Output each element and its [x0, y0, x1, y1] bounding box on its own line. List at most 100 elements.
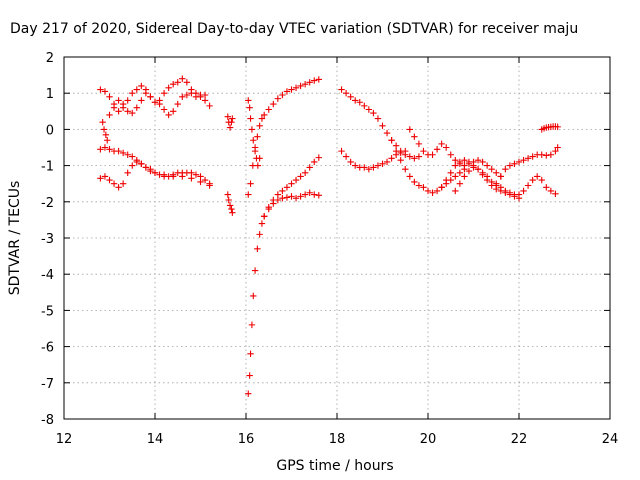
data-point — [301, 169, 309, 177]
data-point — [452, 156, 459, 164]
data-point — [248, 126, 256, 133]
data-point — [115, 108, 122, 115]
data-point — [415, 153, 423, 160]
data-point — [515, 158, 523, 166]
data-point — [188, 90, 195, 97]
data-point — [133, 86, 140, 93]
data-point — [106, 111, 113, 119]
y-tick-label: -8 — [41, 413, 54, 428]
grid-lines — [64, 57, 610, 419]
data-point — [420, 147, 427, 155]
data-point — [452, 173, 459, 180]
data-point — [151, 169, 159, 177]
y-tick-label: -3 — [41, 232, 54, 247]
series-arc-I — [245, 97, 263, 169]
data-point — [224, 191, 231, 198]
data-point — [142, 164, 150, 171]
series-arc-H — [245, 76, 322, 198]
data-point — [129, 153, 136, 160]
y-tick-label: -4 — [41, 268, 54, 283]
data-point — [265, 205, 272, 213]
y-tick-label: 2 — [46, 51, 54, 66]
data-point — [101, 173, 109, 180]
data-point — [165, 84, 172, 91]
data-point — [106, 146, 113, 153]
data-point — [465, 167, 473, 175]
data-point — [392, 142, 400, 149]
y-tick-label: -2 — [41, 196, 54, 211]
data-point — [226, 202, 234, 209]
data-point — [170, 173, 177, 180]
data-point — [311, 191, 318, 198]
data-point — [301, 191, 309, 198]
data-point — [229, 209, 236, 216]
data-point — [406, 173, 413, 180]
data-point — [374, 162, 382, 169]
data-point — [483, 162, 491, 169]
data-point — [274, 191, 282, 198]
data-point — [251, 147, 259, 155]
data-point — [288, 180, 295, 187]
data-point — [347, 93, 354, 101]
data-point — [251, 267, 259, 274]
data-point — [534, 173, 541, 180]
series-arc-E — [99, 118, 111, 144]
series-arc-M — [338, 147, 409, 173]
data-point — [124, 97, 131, 104]
data-point — [247, 350, 254, 358]
data-point — [306, 164, 313, 171]
data-point — [156, 100, 163, 108]
data-point — [479, 158, 486, 166]
data-point — [265, 106, 272, 113]
data-point — [279, 187, 286, 195]
data-point — [338, 86, 345, 93]
data-point — [254, 133, 261, 140]
data-point — [197, 178, 204, 186]
data-point — [261, 213, 268, 220]
series-arc-K — [261, 189, 322, 220]
data-point — [250, 137, 257, 144]
chart-title: Day 217 of 2020, Sidereal Day-to-day VTE… — [10, 21, 578, 37]
data-point — [115, 147, 122, 155]
data-point — [258, 115, 266, 122]
data-point — [538, 176, 545, 184]
data-point — [406, 153, 413, 160]
data-point — [165, 111, 172, 119]
data-point — [447, 169, 454, 177]
data-point — [443, 144, 450, 151]
data-point — [374, 115, 382, 122]
data-point — [256, 155, 263, 162]
data-point — [524, 155, 532, 162]
data-point — [493, 180, 500, 187]
data-points — [97, 75, 561, 397]
data-point — [270, 100, 277, 108]
data-point — [170, 108, 177, 115]
data-point — [297, 173, 304, 180]
data-point — [347, 158, 354, 166]
data-point — [452, 162, 459, 169]
data-point — [552, 190, 559, 198]
data-point — [493, 169, 500, 177]
data-point — [370, 164, 377, 171]
data-point — [100, 126, 108, 133]
data-point — [311, 158, 318, 166]
data-point — [552, 147, 559, 155]
x-tick-label: 20 — [420, 432, 437, 447]
data-point — [129, 109, 136, 117]
data-point — [97, 146, 104, 153]
data-point — [183, 91, 191, 99]
series-arc-N — [388, 137, 468, 196]
y-axis-label: SDTVAR / TECUs — [7, 181, 23, 296]
data-point — [119, 149, 127, 157]
data-point — [226, 124, 234, 131]
data-point — [292, 84, 300, 91]
data-point — [206, 182, 213, 189]
data-point — [392, 147, 400, 155]
data-point — [438, 140, 445, 148]
data-point — [315, 76, 322, 83]
data-point — [297, 82, 304, 90]
data-point — [133, 104, 140, 111]
series-arc-D — [97, 158, 213, 191]
data-point — [524, 182, 532, 189]
data-point — [151, 99, 159, 106]
